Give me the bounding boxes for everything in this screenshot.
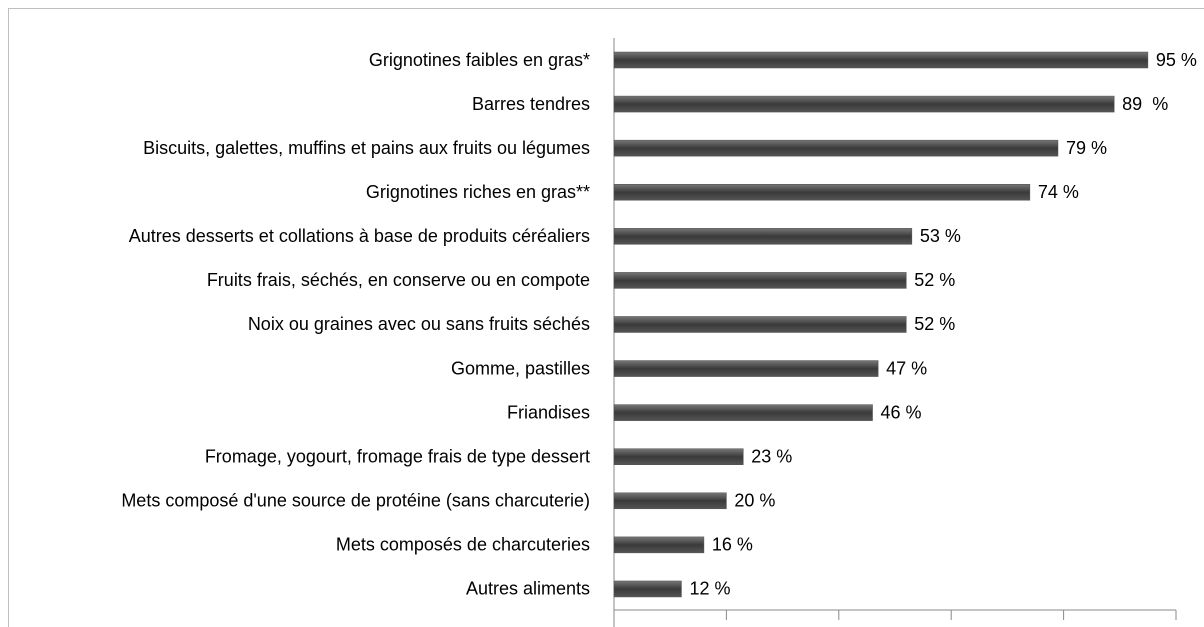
bar [613, 228, 913, 245]
chart-border [8, 8, 1204, 627]
value-label: 74 % [1038, 182, 1079, 202]
value-label: 47 % [886, 358, 927, 378]
category-label: Fromage, yogourt, fromage frais de type … [205, 446, 590, 466]
category-label: Grignotines faibles en gras* [369, 50, 590, 70]
bar [613, 448, 744, 465]
bar [613, 404, 873, 421]
value-label: 52 % [914, 314, 955, 334]
category-label: Noix ou graines avec ou sans fruits séch… [248, 314, 590, 334]
value-label: 95 % [1156, 50, 1197, 70]
bar [613, 316, 907, 333]
value-label: 16 % [712, 535, 753, 555]
category-label: Autres desserts et collations à base de … [129, 226, 590, 246]
value-label: 23 % [751, 446, 792, 466]
bar [613, 183, 1031, 201]
bar [613, 360, 879, 377]
category-label: Mets composés de charcuteries [336, 535, 590, 555]
value-label: 12 % [689, 579, 730, 599]
value-label: 89 % [1122, 94, 1168, 114]
category-label: Fruits frais, séchés, en conserve ou en … [207, 270, 590, 290]
category-label: Friandises [507, 402, 590, 422]
category-label: Mets composé d'une source de protéine (s… [121, 491, 590, 511]
category-label: Barres tendres [472, 94, 590, 114]
bar [613, 95, 1115, 113]
value-label: 46 % [881, 402, 922, 422]
value-label: 52 % [914, 270, 955, 290]
bar [613, 272, 907, 289]
category-label: Gomme, pastilles [451, 358, 590, 378]
bar [613, 580, 682, 598]
bar [613, 536, 705, 554]
value-label: 79 % [1066, 138, 1107, 158]
bar [613, 492, 727, 510]
category-label: Grignotines riches en gras** [366, 182, 590, 202]
category-label: Biscuits, galettes, muffins et pains aux… [143, 138, 590, 158]
bar [613, 139, 1059, 157]
bar [613, 51, 1149, 69]
value-label: 53 % [920, 226, 961, 246]
category-label: Autres aliments [466, 579, 590, 599]
value-label: 20 % [734, 491, 775, 511]
